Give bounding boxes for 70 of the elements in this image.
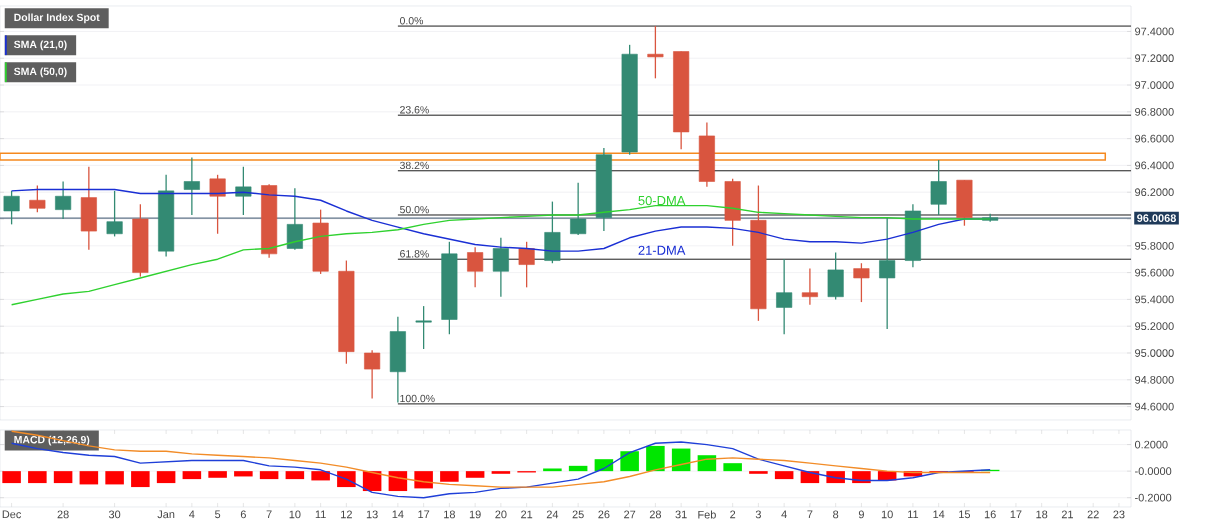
x-tick-label: 30 — [108, 510, 121, 519]
x-tick-label: 28 — [649, 510, 661, 519]
x-tick-label: 11 — [908, 510, 919, 519]
x-tick-label: Dec — [2, 510, 22, 519]
x-tick-label: 31 — [675, 510, 687, 519]
x-tick-label: 12 — [341, 510, 352, 519]
x-tick-label: 18 — [1036, 510, 1048, 519]
x-tick-label: 18 — [444, 510, 455, 519]
y-tick-label: 97.0000 — [1135, 81, 1174, 89]
x-tick-label: 10 — [881, 510, 893, 519]
legend-label: SMA (50,0) — [14, 67, 67, 78]
annotation: 21-DMA — [638, 245, 686, 255]
x-tick-label: 17 — [1010, 510, 1022, 519]
annotation: 38.2% — [399, 161, 429, 170]
x-tick-label: 11 — [315, 510, 326, 519]
legend-label: SMA (21,0) — [14, 40, 67, 51]
y-tick-label: 95.8000 — [1135, 241, 1174, 250]
x-tick-label: 7 — [266, 510, 272, 519]
y-tick-label: 95.4000 — [1135, 295, 1174, 304]
x-tick-label: 2 — [730, 510, 736, 519]
x-tick-label: 27 — [624, 510, 636, 519]
x-tick-label: 15 — [959, 510, 971, 519]
y-tick-label: 96.8000 — [1135, 107, 1174, 116]
y-tick-label: 95.6000 — [1135, 268, 1174, 277]
annotation: 50-DMA — [638, 195, 686, 206]
y-tick-label: 94.8000 — [1135, 375, 1174, 384]
x-tick-label: 10 — [289, 510, 301, 519]
x-tick-label: 9 — [858, 510, 864, 519]
x-tick-label: 20 — [495, 510, 507, 519]
x-tick-label: 6 — [240, 510, 246, 519]
text: Dollar Index Spot — [14, 13, 100, 24]
y-tick-label: 0.2000 — [1134, 440, 1168, 449]
x-tick-label: 7 — [807, 510, 813, 519]
x-tick-label: 13 — [366, 510, 378, 519]
annotation: 100.0% — [400, 394, 435, 403]
x-tick-label: 4 — [781, 510, 787, 519]
x-tick-label: 8 — [833, 510, 839, 519]
x-tick-label: 22 — [1087, 510, 1099, 519]
y-tick-label: 97.4000 — [1135, 27, 1174, 36]
x-tick-label: 21 — [521, 510, 533, 519]
x-tick-label: 14 — [933, 510, 945, 519]
x-tick-label: 28 — [57, 510, 69, 519]
x-tick-label: Feb — [698, 510, 716, 519]
y-tick-label: -0.0000 — [1135, 467, 1172, 476]
y-tick-label: 95.2000 — [1135, 322, 1174, 331]
x-tick-label: 14 — [392, 510, 404, 519]
y-tick-label: -0.2000 — [1135, 493, 1172, 502]
x-tick-label: 17 — [418, 510, 430, 519]
text: 96.0068 — [1137, 214, 1176, 222]
annotation: 23.6% — [400, 106, 429, 114]
y-tick-label: 97.2000 — [1135, 54, 1174, 63]
y-tick-label: 96.4000 — [1135, 161, 1174, 170]
annotation: 0.0% — [399, 16, 424, 25]
annotation: 50.0% — [400, 205, 429, 214]
x-tick-label: 3 — [755, 510, 761, 519]
annotation: 61.8% — [400, 250, 429, 258]
y-tick-label: 96.2000 — [1135, 188, 1174, 197]
x-tick-label: 24 — [546, 510, 559, 519]
y-tick-label: 96.6000 — [1135, 134, 1174, 143]
x-tick-label: 25 — [572, 510, 584, 519]
x-tick-label: 21 — [1061, 510, 1073, 519]
x-tick-label: 23 — [1113, 510, 1125, 519]
y-tick-label: 95.0000 — [1135, 349, 1174, 357]
x-tick-label: 4 — [189, 510, 195, 519]
x-tick-label: 19 — [469, 510, 481, 519]
x-tick-label: 16 — [984, 510, 996, 519]
x-tick-label: Jan — [157, 510, 175, 519]
y-tick-label: 94.6000 — [1135, 402, 1174, 411]
x-tick-label: 5 — [215, 510, 221, 519]
x-tick-label: 26 — [598, 510, 610, 519]
